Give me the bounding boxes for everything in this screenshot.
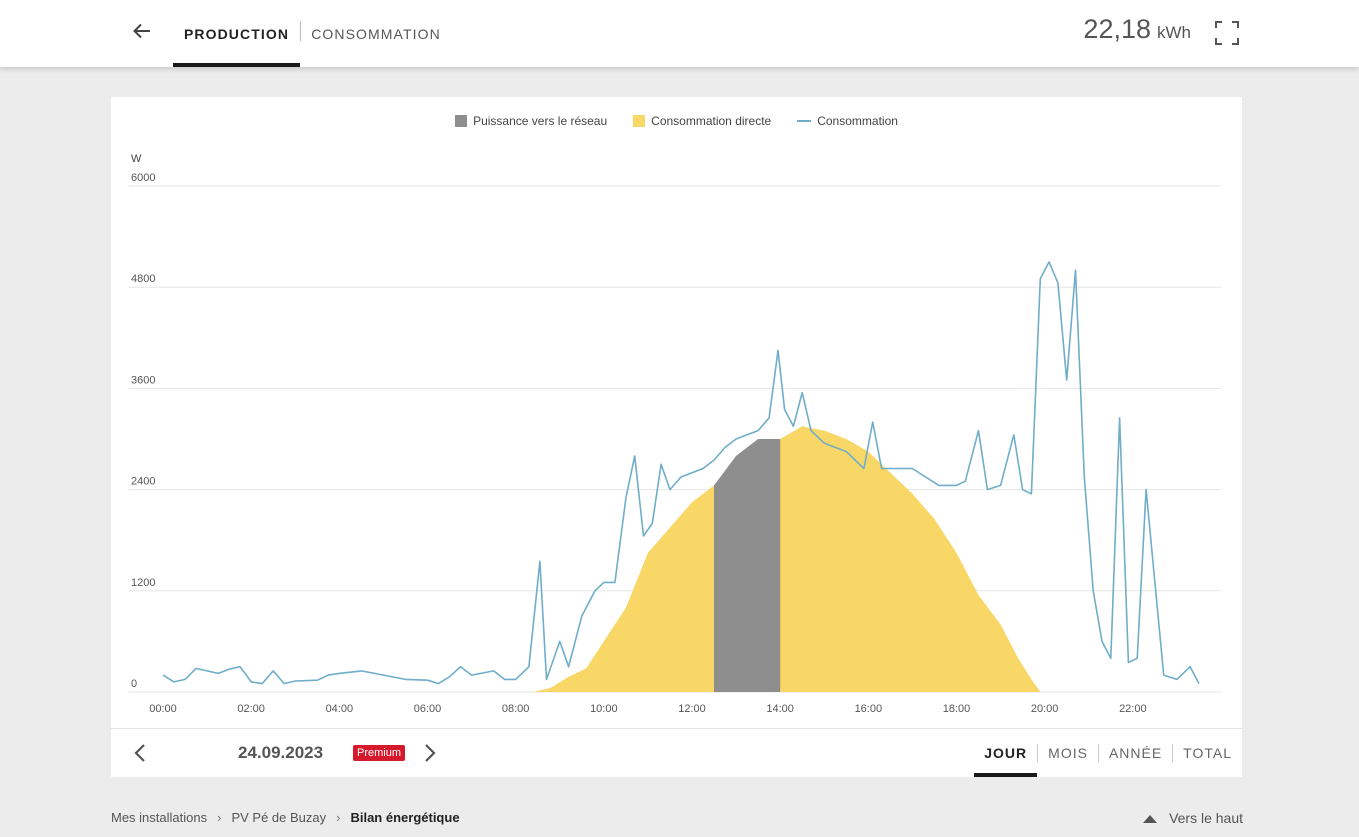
series-area-puissance-vers-le-reseau — [714, 439, 781, 692]
x-tick-label: 02:00 — [237, 703, 265, 715]
tab-divider — [300, 21, 301, 41]
date-navigation-bar: 24.09.2023 Premium JOUR MOIS ANNÉE TOTAL — [111, 728, 1242, 777]
triangle-up-icon — [1143, 814, 1158, 823]
x-tick-label: 08:00 — [502, 703, 530, 715]
y-axis-ticks: 0 1200 2400 3600 4800 6000 — [131, 172, 155, 690]
x-tick-label: 16:00 — [855, 703, 883, 715]
breadcrumb-item-current: Bilan énergétique — [350, 810, 460, 825]
x-tick-label: 22:00 — [1119, 703, 1147, 715]
period-tab-jour-label: JOUR — [984, 745, 1028, 761]
breadcrumb: Mes installations › PV Pé de Buzay › Bil… — [111, 810, 460, 825]
legend-swatch-grid-power — [455, 115, 468, 127]
x-tick-label: 06:00 — [414, 703, 442, 715]
previous-day-button[interactable] — [129, 741, 153, 765]
arrow-left-icon — [133, 23, 150, 39]
period-tab-mois[interactable]: MOIS — [1038, 729, 1098, 777]
series-line-consommation — [162, 261, 1200, 685]
series-area-consommation-directe — [533, 426, 1041, 692]
legend-item-grid-power[interactable]: Puissance vers le réseau — [455, 114, 607, 128]
y-tick-label: 3600 — [131, 374, 155, 386]
chevron-right-icon — [425, 744, 436, 762]
y-tick-label: 1200 — [131, 577, 155, 589]
chevron-left-icon — [134, 744, 145, 762]
period-divider — [1097, 744, 1099, 762]
period-tab-annee[interactable]: ANNÉE — [1099, 729, 1172, 777]
period-tab-mois-label: MOIS — [1048, 745, 1088, 761]
legend-swatch-direct-consumption — [633, 115, 646, 127]
back-to-top-link[interactable]: Vers le haut — [1143, 810, 1243, 826]
period-tab-total-label: TOTAL — [1183, 745, 1232, 761]
chart-legend: Puissance vers le réseau Consommation di… — [111, 114, 1242, 128]
current-date: 24.09.2023 — [238, 743, 324, 762]
tab-production-label: PRODUCTION — [183, 25, 290, 42]
x-axis-ticks: 00:00 02:00 04:00 06:00 08:00 10:00 12:00 14:00… — [149, 703, 1146, 715]
y-tick-label: 6000 — [131, 172, 155, 184]
breadcrumb-separator-icon: › — [336, 810, 341, 825]
legend-swatch-consumption — [797, 120, 812, 122]
series-layer — [162, 261, 1200, 692]
x-tick-label: 14:00 — [766, 703, 794, 715]
y-tick-label: 0 — [131, 678, 137, 690]
x-tick-label: 12:00 — [678, 703, 706, 715]
legend-label-consumption: Consommation — [817, 114, 898, 128]
period-tab-jour[interactable]: JOUR — [974, 729, 1038, 777]
top-bar: PRODUCTION CONSOMMATION 22,18 kWh — [0, 0, 1359, 67]
tab-consommation-label: CONSOMMATION — [311, 25, 441, 42]
tab-consommation[interactable]: CONSOMMATION — [301, 0, 451, 67]
breadcrumb-item-installations[interactable]: Mes installations — [111, 810, 208, 825]
x-tick-label: 04:00 — [326, 703, 354, 715]
period-tab-total[interactable]: TOTAL — [1173, 729, 1242, 777]
back-to-top-label: Vers le haut — [1169, 810, 1243, 826]
total-energy: 22,18 kWh — [1083, 14, 1191, 45]
fullscreen-button[interactable] — [1214, 20, 1240, 46]
y-tick-label: 4800 — [131, 273, 155, 285]
tab-production[interactable]: PRODUCTION — [173, 0, 300, 67]
x-tick-label: 18:00 — [943, 703, 971, 715]
back-button[interactable] — [128, 18, 156, 44]
period-tab-annee-label: ANNÉE — [1108, 745, 1163, 761]
x-tick-label: 10:00 — [590, 703, 618, 715]
period-divider — [1037, 744, 1039, 762]
x-tick-label: 20:00 — [1031, 703, 1059, 715]
total-energy-unit: kWh — [1157, 23, 1191, 42]
legend-label-direct-consumption: Consommation directe — [651, 114, 772, 128]
breadcrumb-item-installation[interactable]: PV Pé de Buzay — [231, 810, 327, 825]
y-tick-label: 2400 — [131, 476, 155, 488]
x-tick-label: 00:00 — [149, 703, 177, 715]
period-divider — [1172, 744, 1174, 762]
total-energy-value: 22,18 — [1083, 14, 1151, 44]
legend-item-consumption[interactable]: Consommation — [797, 114, 898, 128]
energy-chart-card: Puissance vers le réseau Consommation di… — [111, 97, 1242, 777]
y-axis-unit: W — [131, 153, 142, 165]
next-day-button[interactable] — [417, 741, 441, 765]
legend-label-grid-power: Puissance vers le réseau — [473, 114, 608, 128]
period-tabs: JOUR MOIS ANNÉE TOTAL — [974, 729, 1242, 777]
breadcrumb-separator-icon: › — [217, 810, 222, 825]
legend-item-direct-consumption[interactable]: Consommation directe — [633, 114, 771, 128]
fullscreen-icon — [1215, 21, 1239, 45]
premium-badge: Premium — [353, 745, 406, 761]
